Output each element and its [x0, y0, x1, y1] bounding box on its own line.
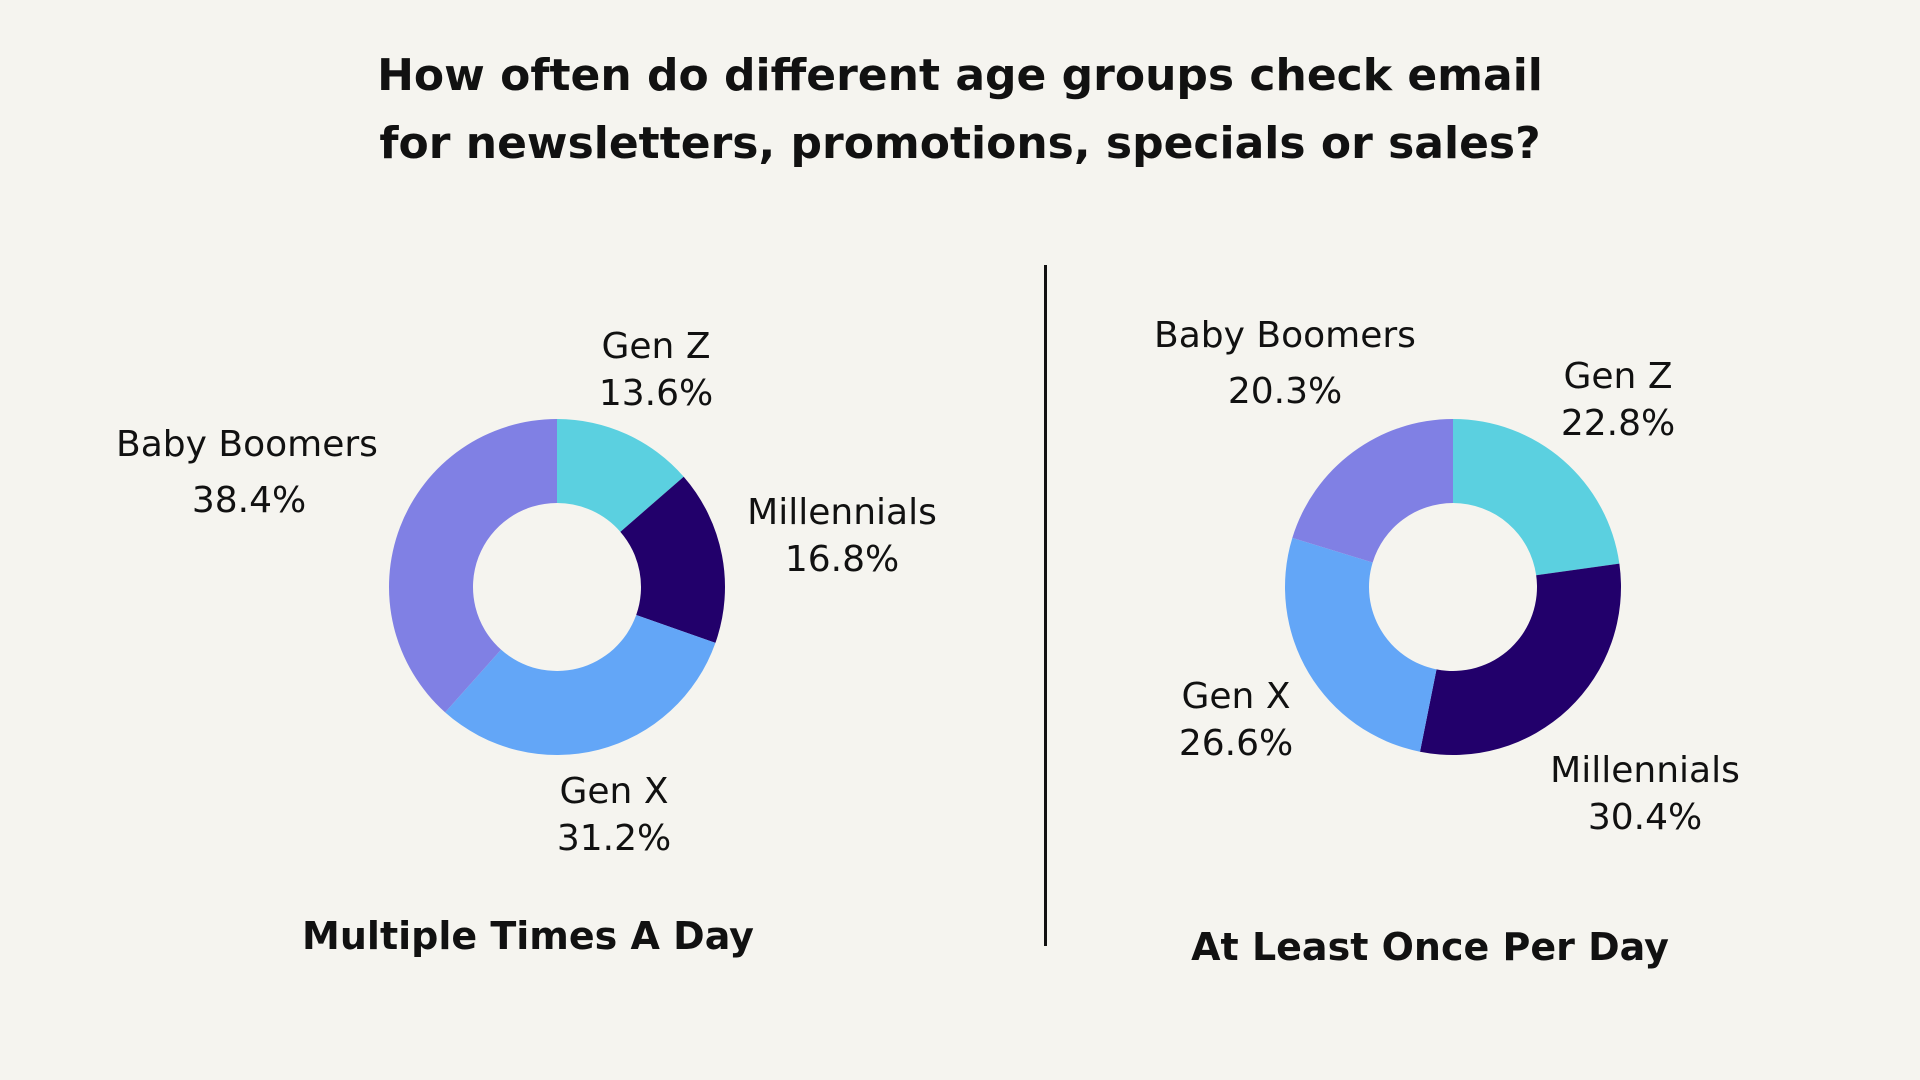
data-label-millennials: 16.8%	[785, 539, 899, 580]
chart-title-at-least-once-per-day: At Least Once Per Day	[1191, 925, 1669, 969]
data-label-baby-boomers: 20.3%	[1228, 371, 1342, 412]
donut-slice-millennials	[620, 476, 725, 643]
slice-name-millennials: Millennials	[1550, 750, 1740, 791]
slice-name-gen-x: Gen X	[1182, 676, 1291, 717]
donut-slice-gen-x	[445, 614, 716, 755]
slice-name-gen-z: Gen Z	[1564, 356, 1673, 397]
data-label-gen-z: 22.8%	[1561, 403, 1675, 444]
donut-slice-millennials	[1419, 563, 1621, 755]
page-title: How often do different age groups check …	[0, 42, 1920, 178]
donut-slice-baby-boomers	[389, 419, 557, 713]
donut-slices-multiple-times-a-day	[389, 419, 725, 755]
slice-name-millennials: Millennials	[747, 492, 937, 533]
data-label-gen-x: 26.6%	[1179, 723, 1293, 764]
slice-name-baby-boomers: Baby Boomers	[1154, 315, 1416, 356]
page-title-line-2: for newsletters, promotions, specials or…	[379, 118, 1541, 169]
slice-name-gen-x: Gen X	[560, 771, 669, 812]
chart-title-multiple-times-a-day: Multiple Times A Day	[302, 914, 754, 958]
slice-name-gen-z: Gen Z	[602, 326, 711, 367]
chart-panel-multiple-times-a-day: Gen Z 13.6% Millennials 16.8% Gen X 31.2…	[116, 326, 937, 958]
data-label-gen-z: 13.6%	[599, 373, 713, 414]
donut-slices-at-least-once-per-day	[1285, 419, 1621, 755]
donut-slice-baby-boomers	[1292, 419, 1453, 563]
donut-slice-gen-x	[1285, 537, 1437, 752]
data-label-baby-boomers: 38.4%	[192, 480, 306, 521]
donut-slice-gen-z	[1453, 419, 1620, 576]
data-label-millennials: 30.4%	[1588, 797, 1702, 838]
chart-panel-at-least-once-per-day: Gen Z 22.8% Millennials 30.4% Gen X 26.6…	[1154, 315, 1740, 969]
panel-divider	[1044, 265, 1047, 946]
donut-slice-gen-z	[557, 419, 684, 532]
slice-name-baby-boomers: Baby Boomers	[116, 424, 378, 465]
page-title-line-1: How often do different age groups check …	[377, 50, 1543, 101]
data-label-gen-x: 31.2%	[557, 818, 671, 859]
